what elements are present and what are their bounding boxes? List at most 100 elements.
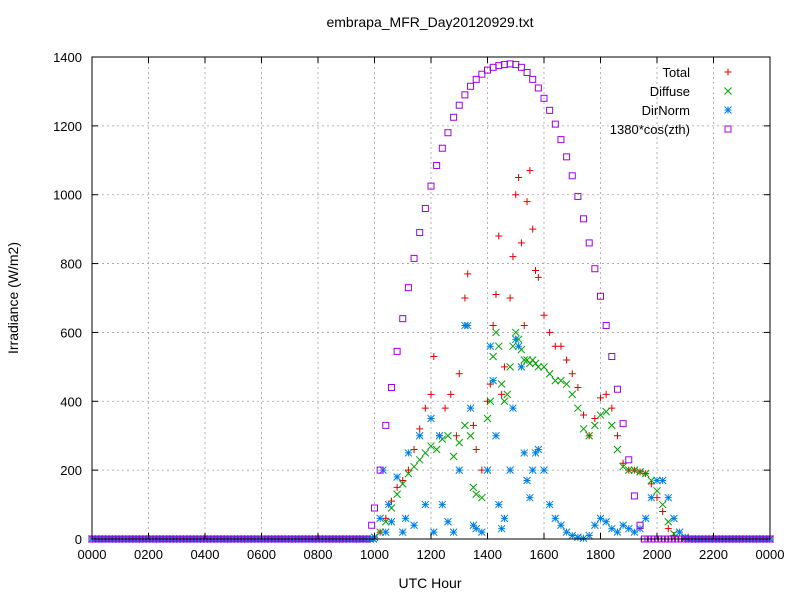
series-point-square [512,61,520,69]
series-point-square [619,420,627,428]
x-tick-label: 1600 [530,547,559,562]
series-point-cross [432,445,441,454]
y-tick-label: 1400 [53,50,82,65]
series-point-cross [653,486,661,495]
series-point-star [568,531,577,540]
series-point-plus [520,322,528,330]
series-point-square [546,106,554,114]
series-point-square [427,182,435,190]
series-point-square [438,144,446,152]
series-point-cross [497,380,506,388]
series-point-cross [551,376,560,385]
legend-marker [724,87,732,95]
series-point-star [534,445,543,454]
series-point-plus [602,390,610,398]
series-point-star [489,376,498,385]
series-point-cross [506,363,514,371]
x-tick-label: 1200 [417,547,446,562]
series-point-star [540,466,548,474]
series-point-cross [449,452,458,461]
series-point-cross [444,431,452,440]
series-point-square [444,129,452,137]
series-point-plus [452,432,460,440]
series-point-square [534,84,542,92]
series-point-plus [517,239,525,247]
series-point-star [658,476,667,485]
series-point-plus [580,411,588,419]
legend-label: DirNorm [642,103,690,118]
series-point-plus [534,273,542,281]
series-point-square [585,239,593,247]
series-point-cross [520,356,529,364]
legend-label: Total [663,65,691,80]
series-point-star [494,500,503,509]
series-point-star [404,449,413,457]
series-point-star [472,524,481,533]
series-point-square [371,504,378,512]
series-point-plus [664,525,672,533]
series-point-star [449,528,458,536]
series-point-cross [562,380,571,388]
series-point-star [444,517,452,526]
x-tick-label: 0800 [304,547,333,562]
series-point-star [435,431,444,440]
x-tick-label: 1800 [586,547,615,562]
series-point-star [415,431,424,440]
y-tick-label: 800 [60,257,82,272]
series-point-star [492,431,500,440]
x-tick-label: 2200 [699,547,728,562]
series-point-plus [563,356,571,364]
series-point-cross [636,468,644,476]
series-group [370,328,690,543]
series-point-square [393,347,401,355]
series-point-star [670,514,678,523]
series-group [370,321,690,543]
series-point-star [421,500,430,509]
series-point-cross [619,462,627,471]
legend: Total Diffuse DirNorm 1380*cos(zth) [610,65,732,137]
series-point-plus [532,266,540,274]
series-point-cross [511,328,520,337]
series-point-square [387,384,395,392]
series-point-square [368,521,376,529]
series-point-plus [659,507,667,515]
series-point-square [500,61,508,69]
series-point-square [410,254,418,262]
series-point-star [384,500,393,509]
series-point-star [641,514,650,523]
series-point-plus [427,390,435,398]
series-point-plus [430,353,438,361]
series-point-star [410,521,418,530]
series-point-plus [509,253,517,261]
series-point-square [399,315,407,323]
x-tick-label: 1400 [473,547,502,562]
x-tick-label: 0400 [191,547,220,562]
series-point-square [489,63,497,71]
series-point-square [404,284,412,292]
series-point-square [461,91,469,99]
series-point-plus [469,421,477,429]
series-point-cross [393,490,401,499]
series-point-cross [489,352,498,361]
series-point-star [477,528,486,536]
series-point-cross [579,424,588,433]
series-group [371,167,689,542]
series-point-plus [500,363,508,371]
series-point-cross [469,483,478,492]
series-point-cross [494,342,503,351]
series-point-plus [447,390,455,398]
series-point-plus [498,390,506,398]
series-point-star [528,466,537,474]
series-point-cross [602,407,611,416]
series-point-cross [455,438,464,447]
series-point-square [433,161,441,169]
series-point-star [590,521,599,530]
series-point-cross [658,500,667,509]
series-point-square [540,94,548,102]
series-point-square [591,265,599,273]
series-point-cross [613,445,622,454]
legend-marker [724,68,732,76]
series-point-square [557,136,565,144]
series-point-star [500,514,509,523]
